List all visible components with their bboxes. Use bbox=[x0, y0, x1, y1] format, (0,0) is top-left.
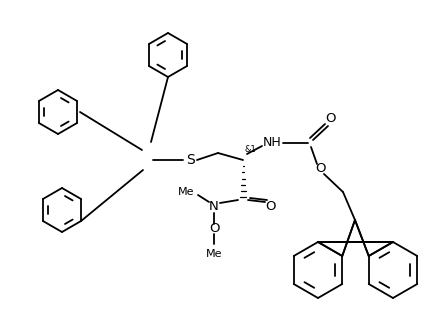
Text: O: O bbox=[265, 199, 275, 213]
Text: &1: &1 bbox=[244, 145, 256, 154]
Text: S: S bbox=[186, 153, 194, 167]
Text: NH: NH bbox=[263, 136, 281, 150]
Text: O: O bbox=[325, 112, 335, 125]
Text: Me: Me bbox=[206, 249, 222, 259]
Text: N: N bbox=[209, 200, 219, 214]
Text: O: O bbox=[209, 222, 219, 236]
Text: O: O bbox=[315, 162, 325, 175]
Text: Me: Me bbox=[177, 187, 194, 197]
